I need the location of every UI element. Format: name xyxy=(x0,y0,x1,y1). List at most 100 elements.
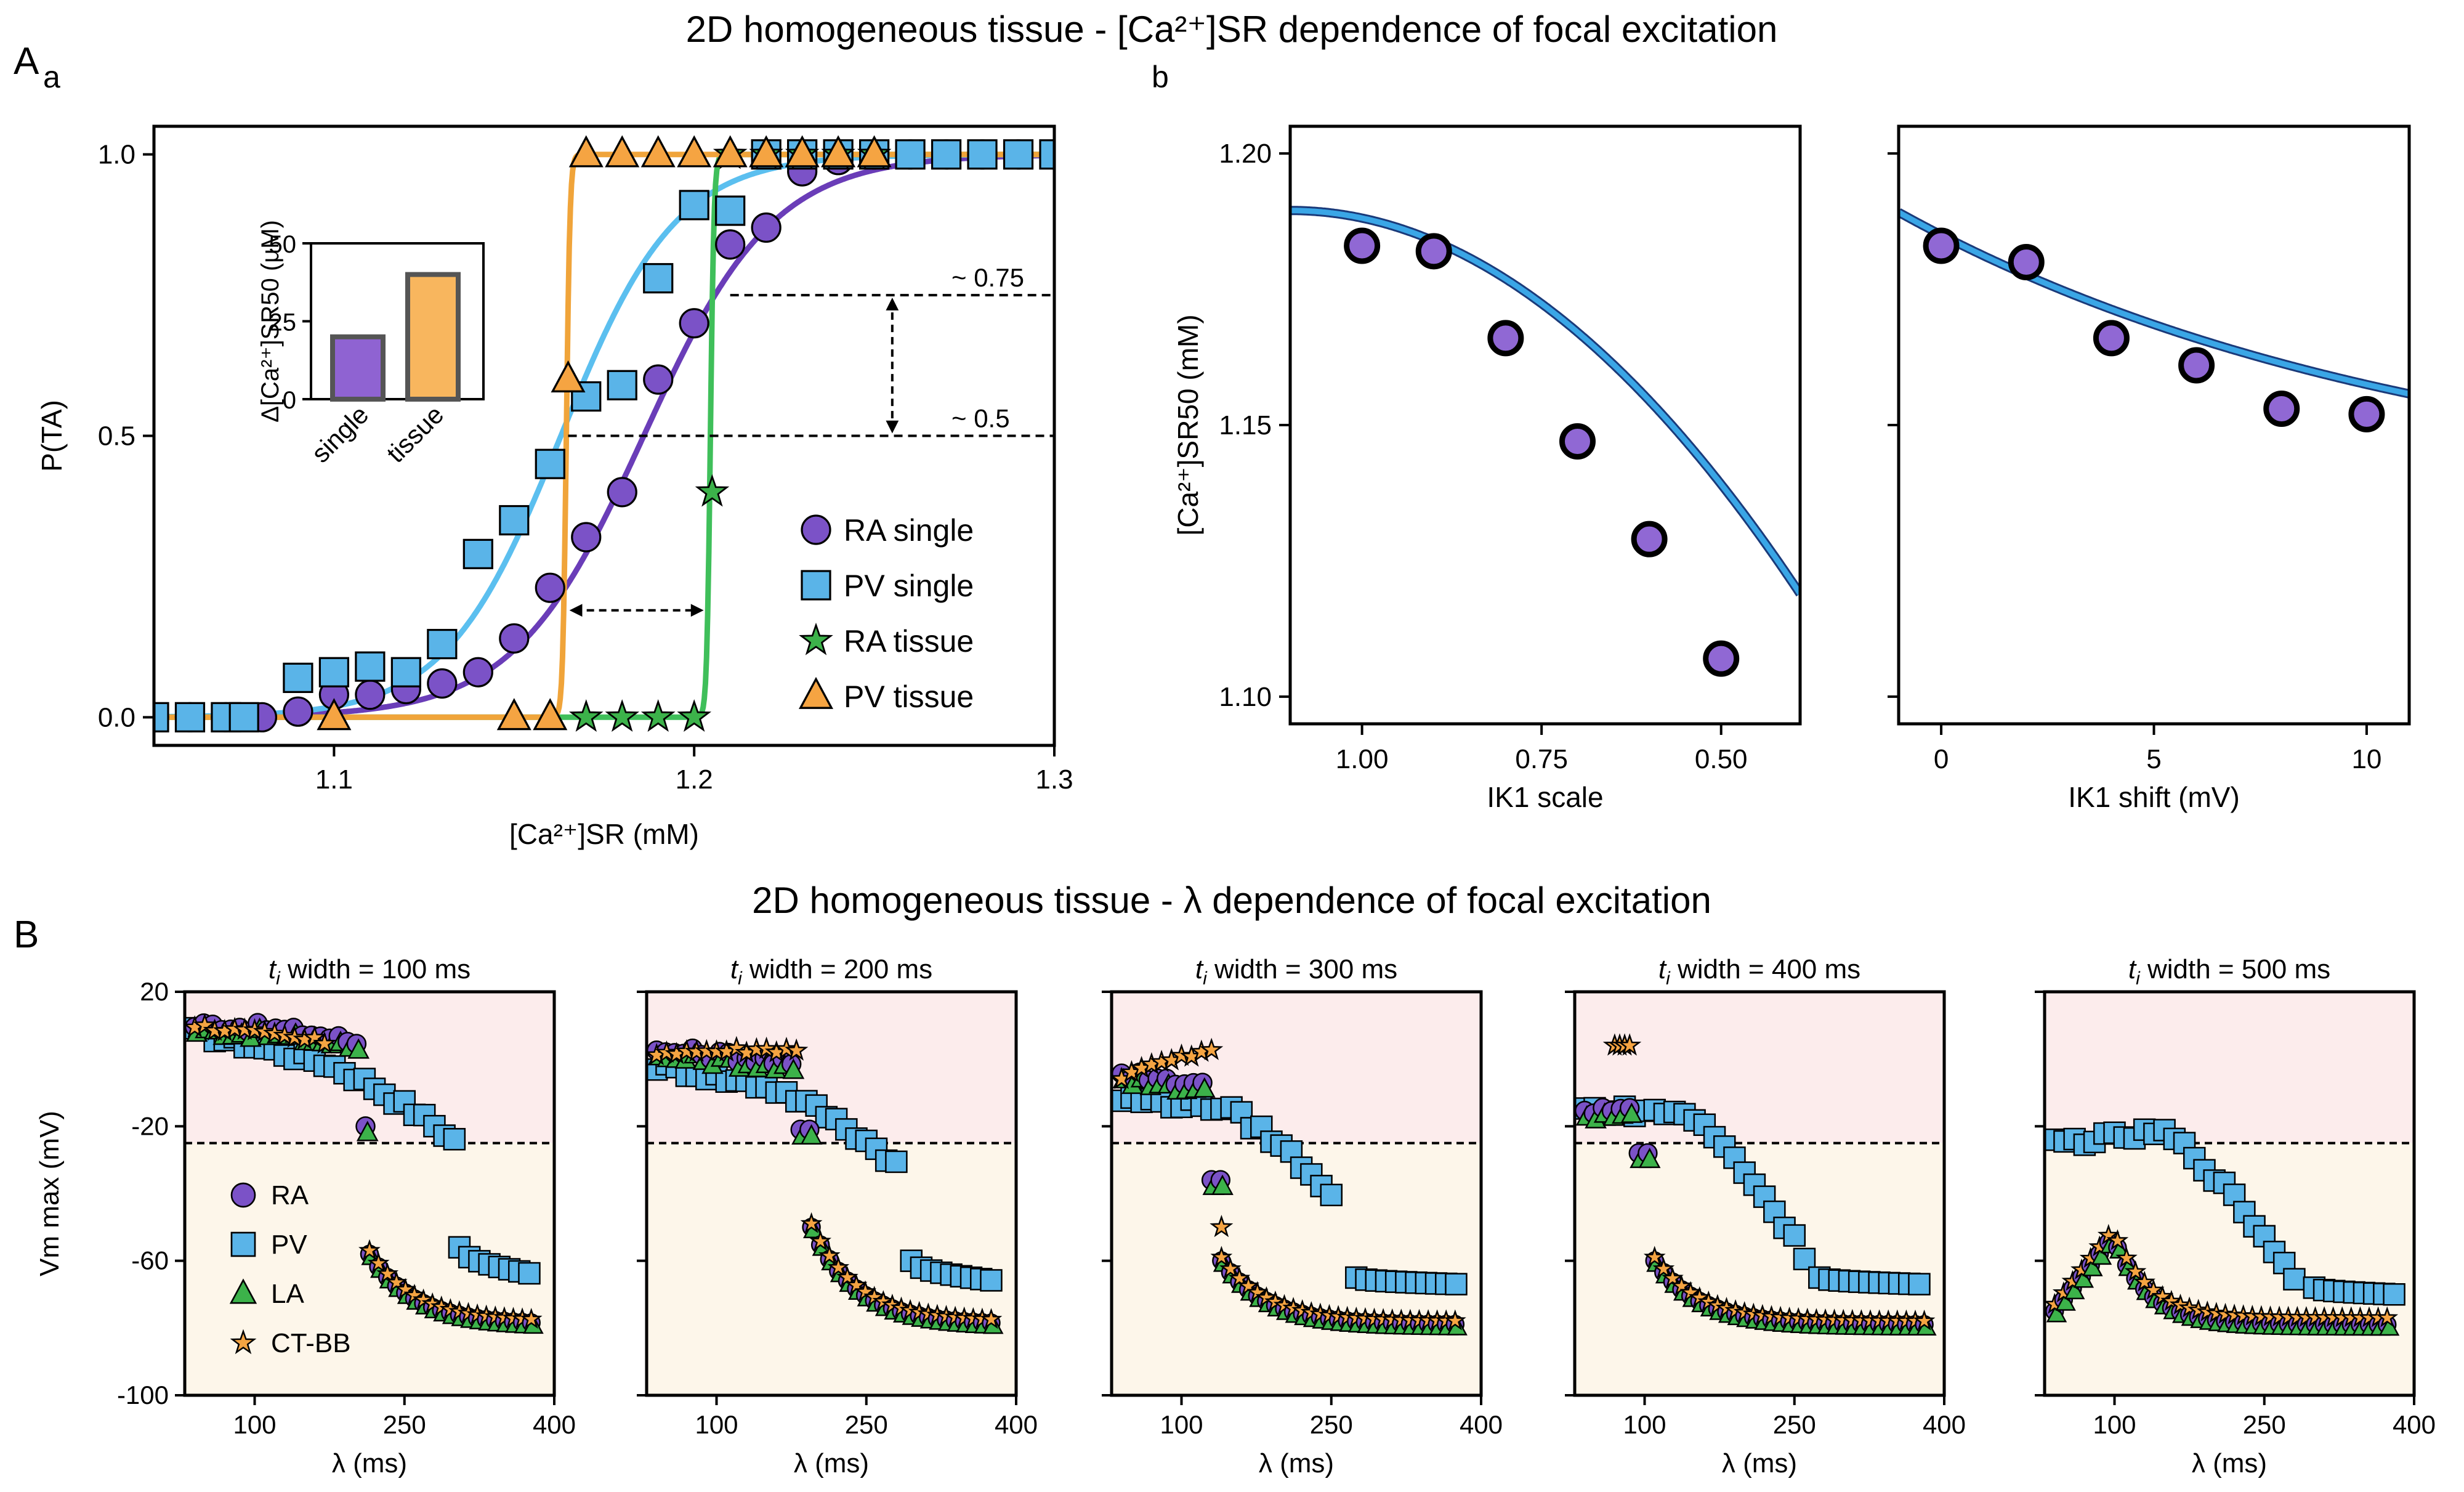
y-axis-label: P(TA) xyxy=(36,400,68,472)
pv-tissue-point xyxy=(640,135,676,168)
data-point xyxy=(1487,320,1524,357)
x-tick-label: 100 xyxy=(233,1410,276,1439)
ctbb-point xyxy=(313,1031,337,1054)
x-tick-label: 250 xyxy=(1310,1410,1353,1439)
data-point xyxy=(2008,243,2045,280)
ctbb-point xyxy=(785,1038,809,1061)
ctbb-point xyxy=(2133,1270,2156,1292)
ctbb-point xyxy=(1652,1257,1675,1279)
x-tick-label: 1.2 xyxy=(676,764,713,795)
inset-bar-single xyxy=(330,334,386,402)
la-point xyxy=(782,1058,805,1079)
y-tick-label: 1.10 xyxy=(1219,682,1272,712)
x-tick-label: 1.1 xyxy=(315,764,353,795)
bottom-title: 2D homogeneous tissue - λ dependence of … xyxy=(752,880,1711,921)
legend-marker-ra-tissue xyxy=(799,622,833,655)
data-point xyxy=(1703,640,1740,677)
B-y-axis-label: Vm max (mV) xyxy=(34,1111,65,1276)
x-tick-label: 400 xyxy=(1923,1410,1966,1439)
pv-tissue-point xyxy=(749,135,784,168)
ctbb-point xyxy=(1219,1257,1242,1279)
x-axis-label: λ (ms) xyxy=(794,1448,869,1478)
x-tick-label: 250 xyxy=(1773,1410,1816,1439)
panel-B-4-plot xyxy=(1575,992,1944,1395)
ctbb-point xyxy=(2169,1294,2192,1315)
la-point xyxy=(1638,1148,1661,1169)
legend-marker-pv-tissue xyxy=(798,676,834,709)
B-legend-label-RA: RA xyxy=(271,1180,309,1210)
ctbb-point xyxy=(827,1256,850,1278)
ctbb-point xyxy=(1228,1267,1251,1288)
ctbb-point xyxy=(193,1013,217,1036)
y-tick-label: -20 xyxy=(131,1111,169,1140)
panel-a: ~ 0.75 ~ 0.5 1.1 1.2 1.3 0.0 0.5 1.0 [Ca²⁺]SR (m… xyxy=(36,124,1073,850)
inset-category-single: single xyxy=(306,400,374,468)
pv-point xyxy=(518,1262,541,1285)
chart-layer: ~ 0.75 ~ 0.5 1.1 1.2 1.3 0.0 0.5 1.0 [Ca²⁺]SR (m… xyxy=(34,124,2436,1478)
ctbb-point xyxy=(1444,1309,1466,1331)
ctbb-point xyxy=(1255,1286,1278,1307)
x-tick-label: 0 xyxy=(1934,744,1949,774)
x-tick-label: 1.00 xyxy=(1336,744,1389,774)
legend-label-ra-tissue: RA tissue xyxy=(844,624,974,659)
annotation-upper: ~ 0.75 xyxy=(951,263,1024,292)
pv-single-point xyxy=(463,538,493,569)
panel-label-a: a xyxy=(43,60,60,94)
pv-single-point xyxy=(895,139,926,170)
y-tick-label: 1.0 xyxy=(98,140,135,170)
x-axis-label: λ (ms) xyxy=(1259,1448,1334,1478)
ctbb-point xyxy=(403,1283,426,1305)
data-point xyxy=(1631,521,1668,557)
y-tick-label: -100 xyxy=(117,1381,169,1409)
pv-point xyxy=(2283,1268,2306,1291)
inset-category-tissue: tissue xyxy=(381,400,450,468)
ctbb-point xyxy=(2115,1246,2138,1268)
x-tick-label: 250 xyxy=(2243,1410,2286,1439)
ctbb-point xyxy=(863,1286,886,1307)
legend-label-ra-single: RA single xyxy=(844,513,974,548)
panel-B-frame xyxy=(2043,990,2416,1397)
legend-marker-pv-single xyxy=(801,570,831,601)
la-point xyxy=(800,1124,823,1145)
ra-tissue-point xyxy=(677,699,712,732)
B-legend-label-CT-BB: CT-BB xyxy=(271,1328,351,1358)
panel-label-b: b xyxy=(1152,60,1169,94)
pv-single-point xyxy=(715,195,746,226)
pv-tissue-point xyxy=(785,135,820,168)
ctbb-point xyxy=(520,1307,543,1329)
horizontal-arrow-head-right xyxy=(690,604,704,617)
subplot-title: ti width = 200 ms xyxy=(730,954,932,989)
x-tick-label: 5 xyxy=(2146,744,2161,774)
ctbb-point xyxy=(836,1266,858,1287)
fit-line-outline xyxy=(1899,208,2409,399)
x-axis-label: [Ca²⁺]SR (mM) xyxy=(509,818,699,850)
pv-single-point xyxy=(355,651,386,682)
ra-single-point xyxy=(463,657,493,687)
ctbb-point xyxy=(1246,1281,1269,1302)
ra-single-point xyxy=(427,668,458,699)
panel-b2-frame xyxy=(1897,124,2411,726)
panel-B-frame xyxy=(183,990,556,1397)
ctbb-point xyxy=(302,1025,326,1048)
ctbb-point xyxy=(800,1212,823,1233)
data-point xyxy=(1923,227,1960,264)
ctbb-point xyxy=(1643,1246,1666,1267)
ra-single-point xyxy=(715,229,746,260)
y-tick-label: 0.5 xyxy=(98,421,135,452)
panel-B-1-plot xyxy=(185,992,554,1395)
pv-tissue-point xyxy=(533,698,568,731)
inset-y-tick-label: 0 xyxy=(283,387,296,414)
pv-single-point xyxy=(1003,139,1034,170)
pv-single-point xyxy=(283,662,313,693)
B-legend-marker-PV xyxy=(230,1231,256,1257)
ctbb-point xyxy=(1210,1214,1234,1238)
pv-tissue-point xyxy=(605,135,640,168)
la-point xyxy=(1620,1102,1643,1123)
subplot-title: ti width = 400 ms xyxy=(1658,954,1860,989)
la-point xyxy=(1193,1077,1216,1098)
pv-single-point xyxy=(427,628,458,660)
ctbb-point xyxy=(2376,1306,2399,1328)
ctbb-point xyxy=(980,1308,1003,1329)
panel-B-frame xyxy=(1110,990,1483,1397)
